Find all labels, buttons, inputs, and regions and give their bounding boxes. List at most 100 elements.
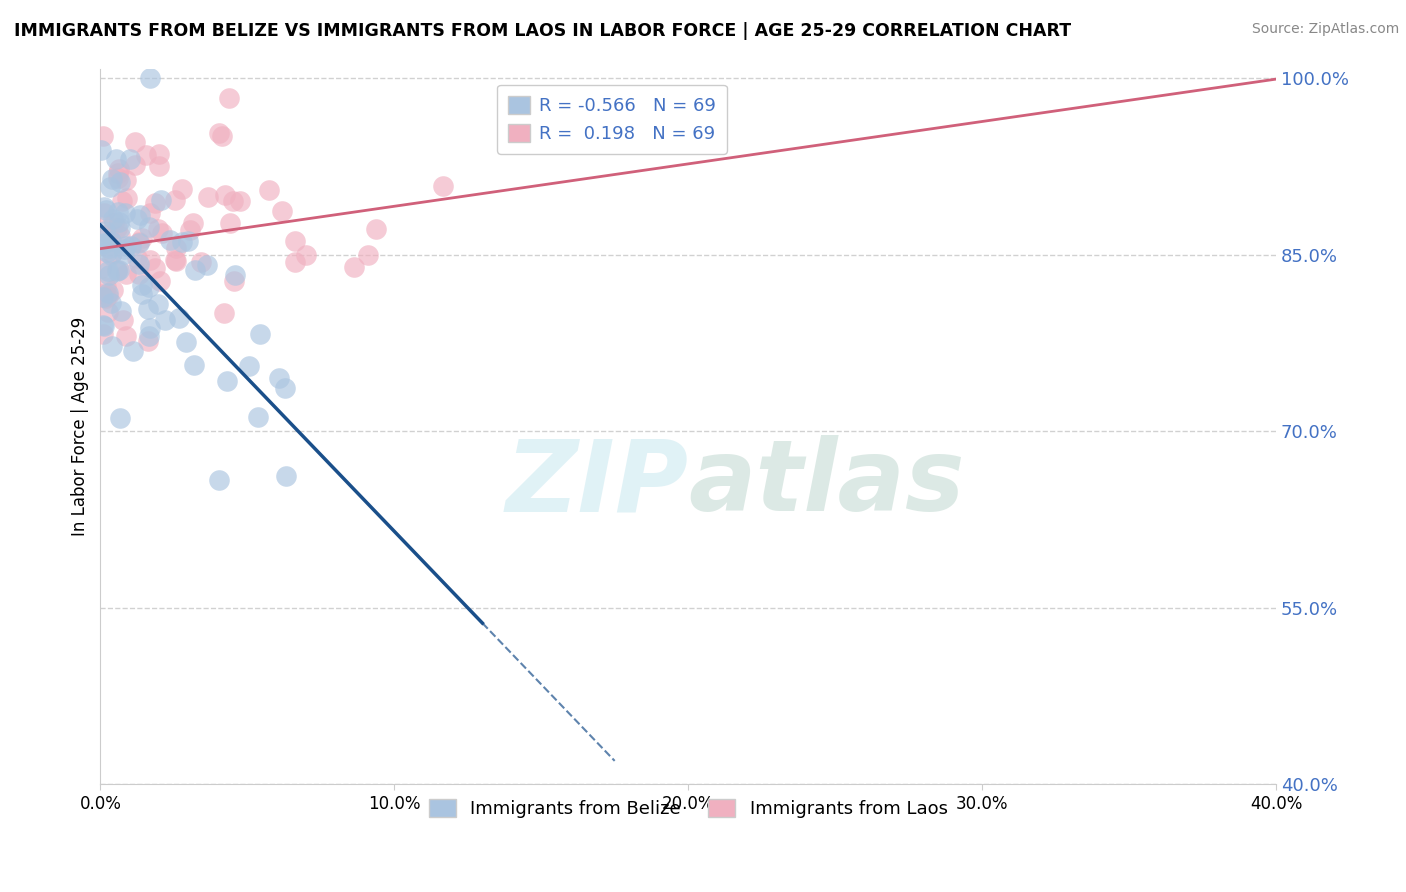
Point bbox=[165, 194, 187, 208]
Point bbox=[139, 320, 162, 334]
Point bbox=[184, 262, 207, 277]
Point bbox=[96, 279, 118, 293]
Point bbox=[274, 381, 297, 395]
Point bbox=[108, 228, 131, 243]
Point bbox=[94, 224, 117, 238]
Point bbox=[128, 267, 150, 281]
Point bbox=[238, 359, 260, 373]
Point bbox=[214, 188, 236, 202]
Point bbox=[124, 158, 146, 172]
Point bbox=[105, 263, 128, 277]
Point bbox=[101, 338, 124, 352]
Point bbox=[208, 473, 231, 487]
Point bbox=[100, 234, 122, 248]
Point bbox=[138, 329, 160, 343]
Point bbox=[97, 227, 120, 241]
Point bbox=[138, 206, 160, 220]
Point bbox=[257, 184, 280, 198]
Point bbox=[114, 329, 136, 343]
Legend: Immigrants from Belize, Immigrants from Laos: Immigrants from Belize, Immigrants from … bbox=[422, 792, 955, 825]
Point bbox=[229, 194, 252, 208]
Point bbox=[183, 358, 205, 372]
Point bbox=[222, 274, 245, 288]
Point bbox=[93, 206, 115, 220]
Point bbox=[93, 319, 115, 334]
Point bbox=[105, 220, 128, 235]
Point bbox=[114, 247, 136, 261]
Point bbox=[150, 193, 173, 207]
Point bbox=[135, 147, 157, 161]
Point bbox=[246, 409, 269, 424]
Point bbox=[190, 255, 212, 269]
Point bbox=[93, 200, 115, 214]
Point bbox=[357, 248, 380, 262]
Point bbox=[165, 241, 187, 255]
Point bbox=[224, 268, 246, 282]
Point bbox=[90, 286, 112, 301]
Point bbox=[96, 291, 118, 305]
Point bbox=[159, 233, 181, 247]
Text: atlas: atlas bbox=[688, 435, 965, 533]
Point bbox=[177, 234, 200, 248]
Point bbox=[131, 231, 153, 245]
Point bbox=[150, 226, 173, 240]
Point bbox=[284, 234, 307, 248]
Point bbox=[96, 245, 118, 260]
Point bbox=[98, 241, 121, 255]
Point bbox=[90, 143, 112, 157]
Point bbox=[139, 70, 162, 85]
Point bbox=[91, 236, 114, 251]
Point bbox=[101, 172, 124, 186]
Point bbox=[138, 280, 160, 294]
Point bbox=[100, 296, 122, 310]
Point bbox=[138, 219, 160, 234]
Point bbox=[143, 195, 166, 210]
Point bbox=[101, 283, 124, 297]
Point bbox=[249, 326, 271, 341]
Point bbox=[146, 222, 169, 236]
Point bbox=[364, 221, 387, 235]
Point bbox=[155, 312, 177, 326]
Point bbox=[128, 236, 150, 251]
Point bbox=[174, 334, 197, 349]
Point bbox=[284, 254, 307, 268]
Point bbox=[107, 205, 129, 219]
Point bbox=[267, 371, 290, 385]
Point bbox=[107, 161, 129, 176]
Point bbox=[115, 191, 138, 205]
Point bbox=[98, 180, 121, 194]
Point bbox=[107, 170, 129, 185]
Point bbox=[112, 242, 135, 256]
Point bbox=[432, 179, 454, 194]
Y-axis label: In Labor Force | Age 25-29: In Labor Force | Age 25-29 bbox=[72, 317, 89, 536]
Point bbox=[170, 235, 193, 250]
Point bbox=[121, 343, 143, 358]
Point bbox=[136, 334, 159, 349]
Point bbox=[217, 374, 239, 388]
Text: ZIP: ZIP bbox=[505, 435, 688, 533]
Point bbox=[120, 238, 142, 252]
Point bbox=[143, 260, 166, 275]
Point bbox=[114, 206, 136, 220]
Point bbox=[114, 173, 136, 187]
Point bbox=[124, 135, 146, 149]
Point bbox=[181, 216, 204, 230]
Point bbox=[98, 268, 121, 282]
Point bbox=[195, 258, 218, 272]
Point bbox=[208, 127, 231, 141]
Point bbox=[222, 194, 245, 209]
Point bbox=[111, 313, 134, 327]
Point bbox=[270, 203, 292, 218]
Point bbox=[97, 285, 120, 300]
Point bbox=[107, 166, 129, 180]
Point bbox=[163, 253, 186, 268]
Point bbox=[97, 305, 120, 319]
Point bbox=[103, 216, 125, 230]
Text: IMMIGRANTS FROM BELIZE VS IMMIGRANTS FROM LAOS IN LABOR FORCE | AGE 25-29 CORREL: IMMIGRANTS FROM BELIZE VS IMMIGRANTS FRO… bbox=[14, 22, 1071, 40]
Point bbox=[128, 257, 150, 271]
Point bbox=[127, 252, 149, 266]
Point bbox=[107, 215, 129, 229]
Point bbox=[197, 190, 219, 204]
Point bbox=[120, 153, 142, 167]
Point bbox=[107, 263, 129, 277]
